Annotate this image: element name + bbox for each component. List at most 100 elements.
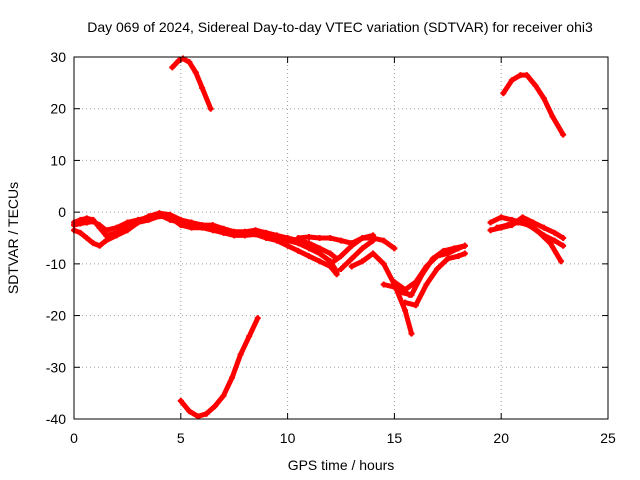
data-point <box>540 95 547 102</box>
chart-title: Day 069 of 2024, Sidereal Day-to-day VTE… <box>87 19 593 35</box>
data-point <box>177 222 184 229</box>
data-point <box>461 250 468 257</box>
data-point <box>229 374 236 381</box>
data-point <box>145 213 152 220</box>
data-point <box>188 219 195 226</box>
data-point <box>211 403 218 410</box>
data-point <box>504 222 511 229</box>
x-tick-label: 20 <box>493 430 509 446</box>
data-point <box>135 218 142 225</box>
series-line-s16 <box>500 72 566 138</box>
data-point <box>391 245 398 252</box>
y-tick-label: -10 <box>46 256 66 272</box>
data-point <box>408 330 415 337</box>
data-point <box>209 222 216 229</box>
y-tick-label: -40 <box>46 411 66 427</box>
data-point <box>498 214 505 221</box>
data-point <box>487 227 494 234</box>
data-point <box>156 210 163 217</box>
series-line-s4 <box>295 234 397 251</box>
data-point <box>220 225 227 232</box>
data-point <box>408 291 415 298</box>
data-point <box>284 242 291 249</box>
data-point <box>316 258 323 265</box>
data-point <box>423 281 430 288</box>
data-point <box>113 224 120 231</box>
data-point <box>370 237 377 244</box>
data-point <box>263 235 270 241</box>
data-point <box>461 242 468 249</box>
data-point <box>551 237 558 244</box>
data-point <box>525 222 532 229</box>
y-tick-label: 30 <box>50 49 66 65</box>
x-tick-label: 0 <box>70 430 78 446</box>
data-point <box>359 235 366 241</box>
y-tick-label: -20 <box>46 308 66 324</box>
data-point <box>220 392 227 399</box>
data-point <box>434 266 441 273</box>
data-point <box>186 408 193 415</box>
data-point <box>551 229 558 236</box>
data-point <box>532 82 539 89</box>
data-point <box>380 260 387 267</box>
data-point <box>333 271 340 278</box>
data-point <box>338 266 344 273</box>
data-point <box>203 410 210 417</box>
x-tick-label: 5 <box>177 430 185 446</box>
data-point <box>254 315 261 322</box>
data-point <box>523 72 530 79</box>
series-line-s15 <box>169 56 214 112</box>
data-point <box>440 247 447 254</box>
data-point <box>295 247 302 254</box>
data-point <box>199 222 206 229</box>
data-point <box>348 242 355 249</box>
data-point <box>402 299 409 306</box>
data-point <box>83 215 90 222</box>
y-tick-label: 10 <box>50 152 66 168</box>
data-point <box>199 85 206 92</box>
data-point <box>391 278 398 285</box>
y-tick-label: -30 <box>46 359 66 375</box>
data-point <box>231 228 238 235</box>
data-point <box>348 255 355 262</box>
data-point <box>451 245 458 252</box>
x-tick-label: 25 <box>600 430 616 446</box>
data-point <box>316 245 323 252</box>
data-point <box>419 271 426 278</box>
data-point <box>177 216 184 223</box>
data-point <box>558 258 565 265</box>
data-point <box>305 240 312 247</box>
data-point <box>124 227 131 234</box>
data-point <box>124 222 131 229</box>
plot-frame <box>73 56 609 420</box>
data-series <box>71 55 567 420</box>
y-tick-label: 20 <box>50 101 66 117</box>
data-point <box>186 59 193 66</box>
data-point <box>177 397 184 404</box>
data-point <box>241 228 248 235</box>
series-line-s2 <box>71 213 340 277</box>
data-point <box>536 229 543 236</box>
data-point <box>560 242 567 249</box>
data-point <box>192 69 199 76</box>
data-point <box>519 214 526 221</box>
data-point <box>508 77 515 84</box>
data-point <box>316 250 323 257</box>
data-point <box>359 258 366 265</box>
data-point <box>90 240 97 247</box>
data-point <box>284 235 291 241</box>
data-point <box>359 245 366 252</box>
data-point <box>167 211 174 218</box>
data-point <box>103 237 110 244</box>
data-point <box>252 227 259 234</box>
data-point <box>273 237 280 244</box>
data-point <box>380 281 387 288</box>
data-point <box>493 224 500 231</box>
data-point <box>113 229 120 236</box>
data-point <box>273 232 280 239</box>
data-point <box>207 105 214 112</box>
data-point <box>487 219 494 226</box>
data-point <box>305 233 312 240</box>
data-point <box>327 250 334 257</box>
data-point <box>237 351 244 358</box>
